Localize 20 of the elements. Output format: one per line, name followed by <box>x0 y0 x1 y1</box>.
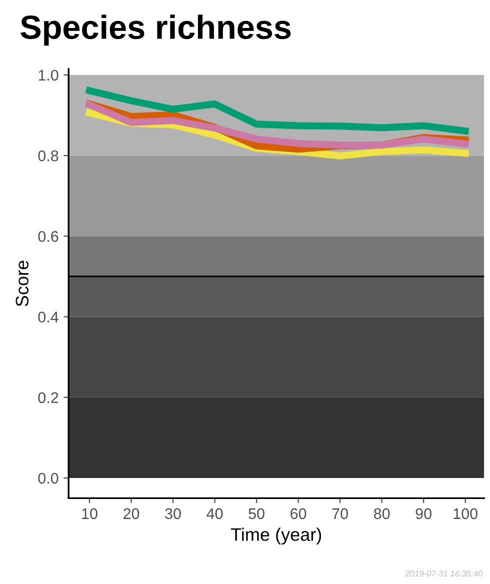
x-tick-label: 80 <box>374 508 390 520</box>
x-tick-label: 100 <box>454 508 478 520</box>
y-tick-label: 0.4 <box>38 312 58 322</box>
x-tick-label: 70 <box>332 508 348 520</box>
chart-title: Species richness <box>20 14 291 46</box>
x-tick-label: 30 <box>165 508 181 520</box>
text: 2019-07-31 16:35:40 <box>405 570 483 577</box>
x-axis-title: Time (year) <box>230 528 322 545</box>
y-tick-label: 0.6 <box>38 231 58 242</box>
x-tick-label: 10 <box>82 508 98 520</box>
y-axis-title: Score <box>16 260 29 306</box>
x-tick-label: 20 <box>124 508 140 520</box>
x-tick-label: 40 <box>206 508 223 520</box>
y-tick-label: 1.0 <box>38 70 58 81</box>
x-tick-label: 60 <box>290 508 306 520</box>
y-tick-label: 0.0 <box>38 472 58 484</box>
y-tick-label: 0.2 <box>38 392 58 404</box>
x-tick-label: 90 <box>416 508 432 520</box>
x-tick-label: 50 <box>248 508 264 520</box>
y-tick-label: 0.8 <box>38 150 58 162</box>
